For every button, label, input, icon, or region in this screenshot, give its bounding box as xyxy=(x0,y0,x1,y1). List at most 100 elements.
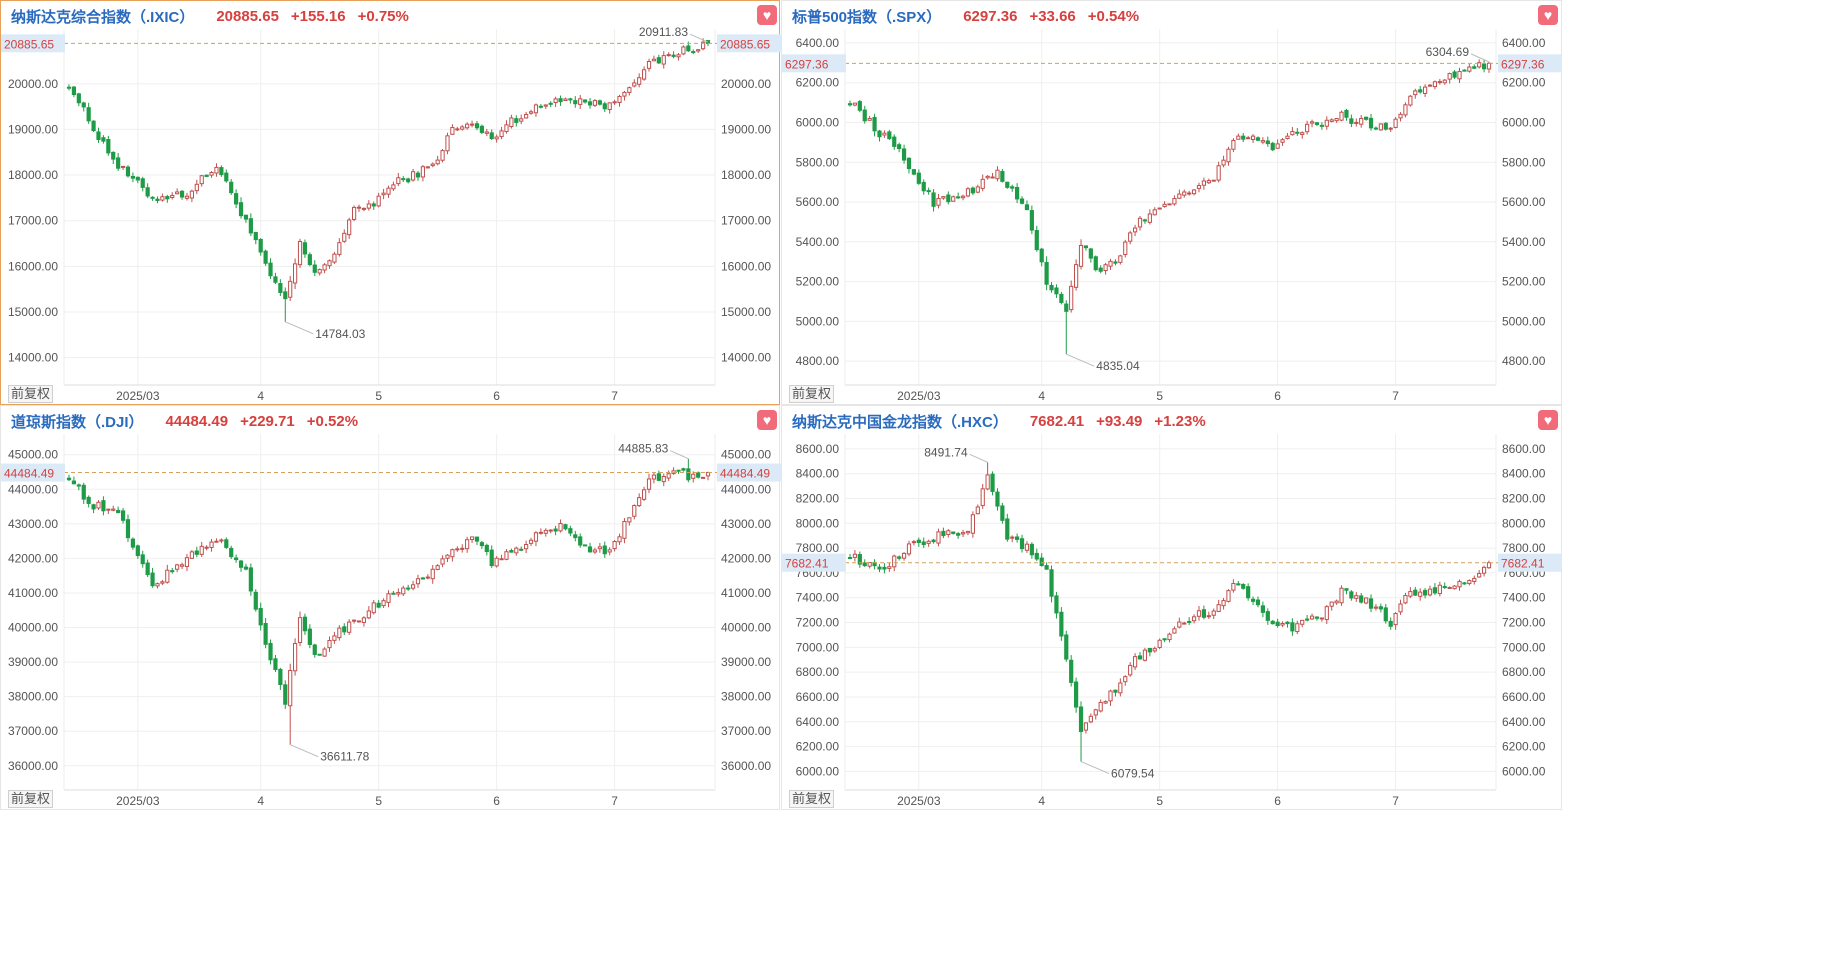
candle-body xyxy=(661,475,666,483)
candle-body xyxy=(381,192,386,196)
candle-body xyxy=(553,528,558,532)
candle-body xyxy=(671,54,676,57)
candle-body xyxy=(1221,159,1226,166)
y-tick-label: 5000.00 xyxy=(796,314,840,328)
candle-body xyxy=(587,546,593,553)
candlestick-chart[interactable]: 36000.00 36000.00 37000.00 37000.00 38000.00… xyxy=(1,406,781,810)
y-tick-label: 7800.00 xyxy=(796,541,840,555)
candle-body xyxy=(617,95,622,104)
heart-icon[interactable]: ♥ xyxy=(1538,410,1558,430)
adjust-mode-button[interactable]: 前复权 xyxy=(789,385,835,403)
candle-body xyxy=(86,496,91,504)
chart-panel[interactable]: 标普500指数（.SPX） 6297.36 +33.66 +0.54% ♥ 4800.00… xyxy=(781,0,1562,405)
y-tick-label-right: 6200.00 xyxy=(1502,740,1546,754)
candle-body xyxy=(130,538,136,548)
candle-body xyxy=(1147,647,1152,653)
candle-body xyxy=(268,262,273,277)
candle-body xyxy=(1246,137,1251,140)
candle-body xyxy=(430,568,435,580)
candle-body xyxy=(1137,655,1143,660)
candle-body xyxy=(1472,66,1477,69)
candle-body xyxy=(607,549,612,553)
y-tick-label-right: 6600.00 xyxy=(1502,690,1546,704)
candle-body xyxy=(1418,89,1423,93)
heart-icon[interactable]: ♥ xyxy=(1538,5,1558,25)
index-price: 44484.49 xyxy=(165,412,229,430)
candle-body xyxy=(1280,139,1285,143)
candle-body xyxy=(1167,203,1172,206)
candlestick-chart[interactable]: 4800.00 4800.00 5000.00 5000.00 5200.00 5200.… xyxy=(782,1,1562,405)
candle-body xyxy=(460,547,465,550)
candle-body xyxy=(1427,588,1433,596)
candle-body xyxy=(1393,613,1398,626)
candle-body xyxy=(1108,260,1113,267)
candle-body xyxy=(622,91,627,97)
y-tick-label-right: 5600.00 xyxy=(1502,195,1546,209)
candle-body xyxy=(1152,648,1157,652)
candle-body xyxy=(391,184,396,190)
candle-body xyxy=(278,668,283,686)
y-tick-label: 6400.00 xyxy=(796,36,840,50)
candle-body xyxy=(194,550,199,555)
candle-body xyxy=(386,187,391,195)
candle-body xyxy=(1103,701,1108,704)
candle-body xyxy=(199,545,204,555)
candle-body xyxy=(995,169,1000,180)
y-tick-label-right: 19000.00 xyxy=(721,122,771,136)
candle-body xyxy=(1467,66,1472,72)
candle-body xyxy=(1196,610,1202,617)
candle-body xyxy=(862,109,867,122)
candle-body xyxy=(882,566,887,570)
y-tick-label: 45000.00 xyxy=(8,448,58,462)
candle-body xyxy=(293,263,298,284)
y-tick-label: 39000.00 xyxy=(8,655,58,669)
candle-body xyxy=(1226,148,1231,163)
chart-panel[interactable]: 纳斯达克综合指数（.IXIC） 20885.65 +155.16 +0.75% ♥ 140… xyxy=(0,0,781,405)
candlestick-chart[interactable]: 6000.00 6000.00 6200.00 6200.00 6400.00 6400.… xyxy=(782,406,1562,810)
candle-body xyxy=(936,531,941,544)
candle-body xyxy=(1000,171,1005,182)
candle-body xyxy=(415,172,421,178)
candle-body xyxy=(1270,620,1275,625)
candle-body xyxy=(366,610,371,619)
adjust-mode-button[interactable]: 前复权 xyxy=(789,790,835,808)
candle-body xyxy=(592,549,598,553)
chart-panel[interactable]: 纳斯达克中国金龙指数（.HXC） 7682.41 +93.49 +1.23% ♥ 6000… xyxy=(781,405,1562,810)
candle-body xyxy=(519,118,524,122)
heart-icon[interactable]: ♥ xyxy=(757,5,777,25)
y-tick-label: 5400.00 xyxy=(796,235,840,249)
candle-body xyxy=(420,166,426,178)
x-tick-label: 5 xyxy=(375,794,382,808)
candle-body xyxy=(238,202,244,217)
candle-body xyxy=(140,554,145,565)
adjust-mode-button[interactable]: 前复权 xyxy=(8,790,54,808)
x-tick-label: 6 xyxy=(1274,389,1281,403)
x-tick-label: 2025/03 xyxy=(116,389,160,403)
candle-body xyxy=(1349,118,1354,124)
adjust-mode-button[interactable]: 前复权 xyxy=(8,385,54,403)
price-tag-bg xyxy=(717,463,781,482)
candle-body xyxy=(243,214,249,220)
candle-body xyxy=(356,620,362,623)
candlestick-chart[interactable]: 14000.00 14000.00 15000.00 15000.00 16000.00… xyxy=(1,1,781,405)
candle-body xyxy=(351,619,357,622)
candle-body xyxy=(1452,71,1457,78)
chart-panel[interactable]: 道琼斯指数（.DJI） 44484.49 +229.71 +0.52% ♥ 36000.0… xyxy=(0,405,781,810)
y-tick-label-right: 6000.00 xyxy=(1502,115,1546,129)
candle-body xyxy=(1191,189,1197,195)
candle-body xyxy=(583,99,588,103)
candle-body xyxy=(283,291,288,300)
candle-body xyxy=(406,178,411,183)
candle-body xyxy=(484,131,489,134)
x-tick-label: 6 xyxy=(493,389,500,403)
candle-body xyxy=(214,166,219,174)
candle-body xyxy=(916,172,921,184)
candle-body xyxy=(1074,681,1079,708)
candle-body xyxy=(1393,118,1398,128)
candle-body xyxy=(1354,121,1359,124)
heart-icon[interactable]: ♥ xyxy=(757,410,777,430)
candle-body xyxy=(1359,117,1364,125)
candle-body xyxy=(1241,583,1246,589)
candle-body xyxy=(450,549,455,558)
candle-body xyxy=(901,552,907,559)
